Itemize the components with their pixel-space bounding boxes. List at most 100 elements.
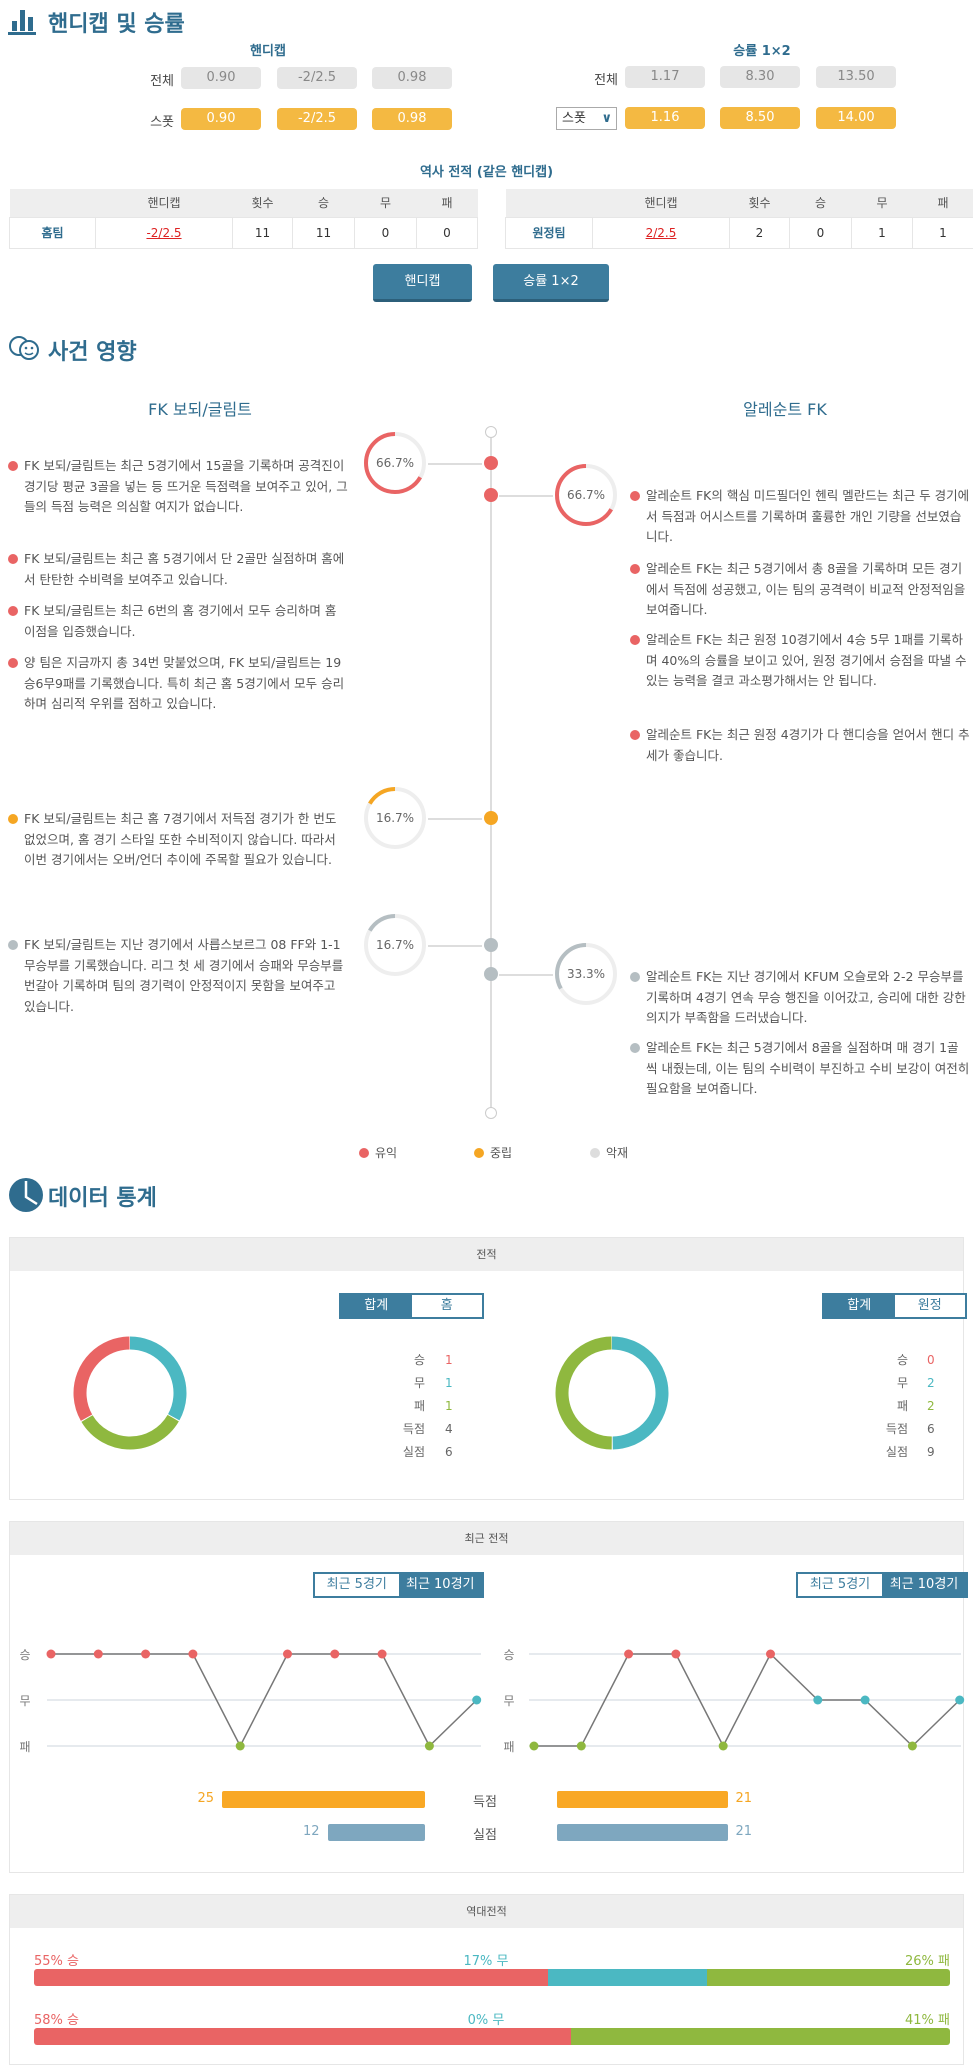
away-record-toggle: 합계 원정 (822, 1293, 967, 1319)
stat-label: 패 (896, 1399, 908, 1413)
home_goals-bar (222, 1791, 425, 1808)
faces-icon (8, 334, 40, 362)
percent-ring-svg (364, 432, 426, 494)
form-point-win (766, 1649, 775, 1659)
form-point-win (377, 1649, 387, 1659)
percent-label: 16.7% (375, 811, 415, 825)
stat-value: 6 (927, 1422, 935, 1436)
form-point-win (141, 1649, 151, 1659)
impact-text: 알레순트 FK는 최근 원정 4경기가 다 핸디승을 얻어서 핸디 추세가 좋습… (646, 727, 970, 763)
win-cell: 11 (292, 216, 355, 249)
impact-text: FK 보되/글림트는 최근 홈 5경기에서 단 2골만 실점하며 홈에서 탄탄한… (24, 551, 345, 587)
positive-dot-icon (8, 606, 18, 616)
form-point-win (671, 1649, 681, 1659)
history-table-home: 핸디캡 횟수 승 무 패 홈팀 -2/2.5 11 11 0 0 (9, 189, 478, 249)
ring-arc (555, 464, 617, 526)
form-line (534, 1652, 961, 1748)
handicap-total-away: 0.98 (372, 67, 452, 89)
impact-text: FK 보되/글림트는 지난 경기에서 사릅스보르그 08 FF와 1-1 무승부… (24, 937, 344, 1015)
stat-label: 패 (413, 1399, 425, 1413)
away_goals-value: 21 (735, 1791, 753, 1806)
timeline-connector (428, 818, 482, 820)
table-header-row: 핸디캡 횟수 승 무 패 (505, 189, 973, 217)
draw-segment (73, 1336, 187, 1450)
stat-value: 0 (927, 1353, 935, 1367)
home-recent-toggle: 최근 5경기 최근 10경기 (313, 1572, 484, 1598)
stat-label: 승 (896, 1353, 908, 1367)
stat-value: 6 (445, 1445, 453, 1459)
h2h-bar (34, 2028, 950, 2045)
legend-dot (474, 1148, 484, 1158)
odds-type-select[interactable]: 스폿 ∨ (556, 107, 617, 130)
home-record-toggle: 합계 홈 (339, 1293, 484, 1319)
team-cell: 홈팀 (9, 216, 96, 249)
h2h-loss-segment (570, 2028, 950, 2045)
section-title-stats: 데이터 통계 (48, 1186, 157, 1211)
stat-value: 4 (445, 1422, 453, 1436)
timeline-connector (499, 974, 553, 976)
col-header: 패 (416, 189, 478, 217)
h2h-draw-label: 0% 무 (467, 2013, 505, 2028)
stat-label: 무 (413, 1376, 425, 1390)
h2h-loss-label: 41% 패 (905, 2013, 950, 2028)
positive-dot-icon (630, 491, 640, 501)
percent-label: 66.7% (566, 488, 606, 502)
h2h-win-label: 58% 승 (34, 2013, 79, 2028)
win-total-draw: 8.30 (720, 66, 800, 88)
timeline-connector (428, 463, 482, 465)
toggle-last-10[interactable]: 최근 10경기 (398, 1574, 482, 1596)
stat-label: 승 (413, 1353, 425, 1367)
home-record-donut (73, 1336, 187, 1450)
toggle-total[interactable]: 합계 (341, 1295, 412, 1317)
impact-percent-ring: 66.7% (554, 463, 618, 527)
select-value: 스폿 (562, 111, 586, 126)
form-point-win (46, 1649, 56, 1659)
handicap-button[interactable]: 핸디캡 (373, 264, 472, 302)
h2h-panel: 역대전적 (9, 1894, 964, 2065)
legend-label: 유익 (375, 1146, 398, 1160)
stat-value: 1 (445, 1399, 453, 1413)
toggle-home[interactable]: 홈 (411, 1295, 482, 1317)
legend-neutral: 중립 (474, 1144, 512, 1161)
impact-percent-ring: 16.7% (363, 786, 427, 850)
percent-ring-svg (364, 914, 426, 976)
impact-text: 양 팀은 지금까지 총 34번 맞붙었으며, FK 보되/글림트는 19승6무9… (24, 655, 345, 712)
col-header: 승 (789, 189, 852, 217)
pie-chart-icon (8, 1177, 44, 1213)
handicap-link[interactable]: 2/2.5 (592, 216, 730, 249)
table-row: 홈팀 -2/2.5 11 11 0 0 (9, 216, 478, 249)
row-label-spot: 스폿 (150, 115, 174, 130)
toggle-away[interactable]: 원정 (894, 1295, 965, 1317)
timeline-end (485, 1107, 497, 1119)
win-rate-button[interactable]: 승률 1×2 (493, 264, 609, 302)
home-team-name: FK 보되/글림트 (148, 400, 252, 419)
toggle-last-5[interactable]: 최근 5경기 (315, 1574, 399, 1596)
positive-dot-icon (630, 635, 640, 645)
panel-header: 최근 전적 (10, 1522, 963, 1555)
win-spot-draw: 8.50 (720, 107, 800, 129)
handicap-link[interactable]: -2/2.5 (95, 216, 233, 249)
impact-text: 알레순트 FK의 핵심 미드필더인 헨릭 멜란드는 최근 두 경기에서 득점과 … (646, 488, 970, 545)
toggle-total[interactable]: 합계 (824, 1295, 895, 1317)
away_goals-bar (557, 1791, 728, 1808)
form-point-win (330, 1649, 340, 1659)
impact-text: FK 보되/글림트는 최근 6번의 홈 경기에서 모두 승리하며 홈 이점을 입… (24, 603, 337, 639)
handicap-header: 핸디캡 (250, 44, 286, 59)
draw-segment (555, 1336, 669, 1450)
row-label-total: 전체 (594, 73, 618, 88)
negative-dot-icon (630, 1043, 640, 1053)
legend-dot (590, 1148, 600, 1158)
y-axis-label: 승 (19, 1648, 30, 1662)
toggle-last-5[interactable]: 최근 5경기 (798, 1574, 882, 1596)
y-axis-label: 승 (503, 1648, 514, 1662)
toggle-last-10[interactable]: 최근 10경기 (882, 1574, 966, 1596)
win-rate-header: 승률 1×2 (733, 44, 791, 59)
percent-ring-svg (555, 464, 617, 526)
away_conceded-value: 21 (735, 1824, 753, 1839)
y-axis-label: 패 (19, 1740, 30, 1754)
bar-chart-icon (8, 7, 38, 35)
timeline-dot-neutral (484, 811, 498, 825)
form-point-win (624, 1649, 634, 1659)
section-title-handicap: 핸디캡 및 승률 (48, 12, 185, 37)
panel-header: 전적 (10, 1238, 963, 1271)
